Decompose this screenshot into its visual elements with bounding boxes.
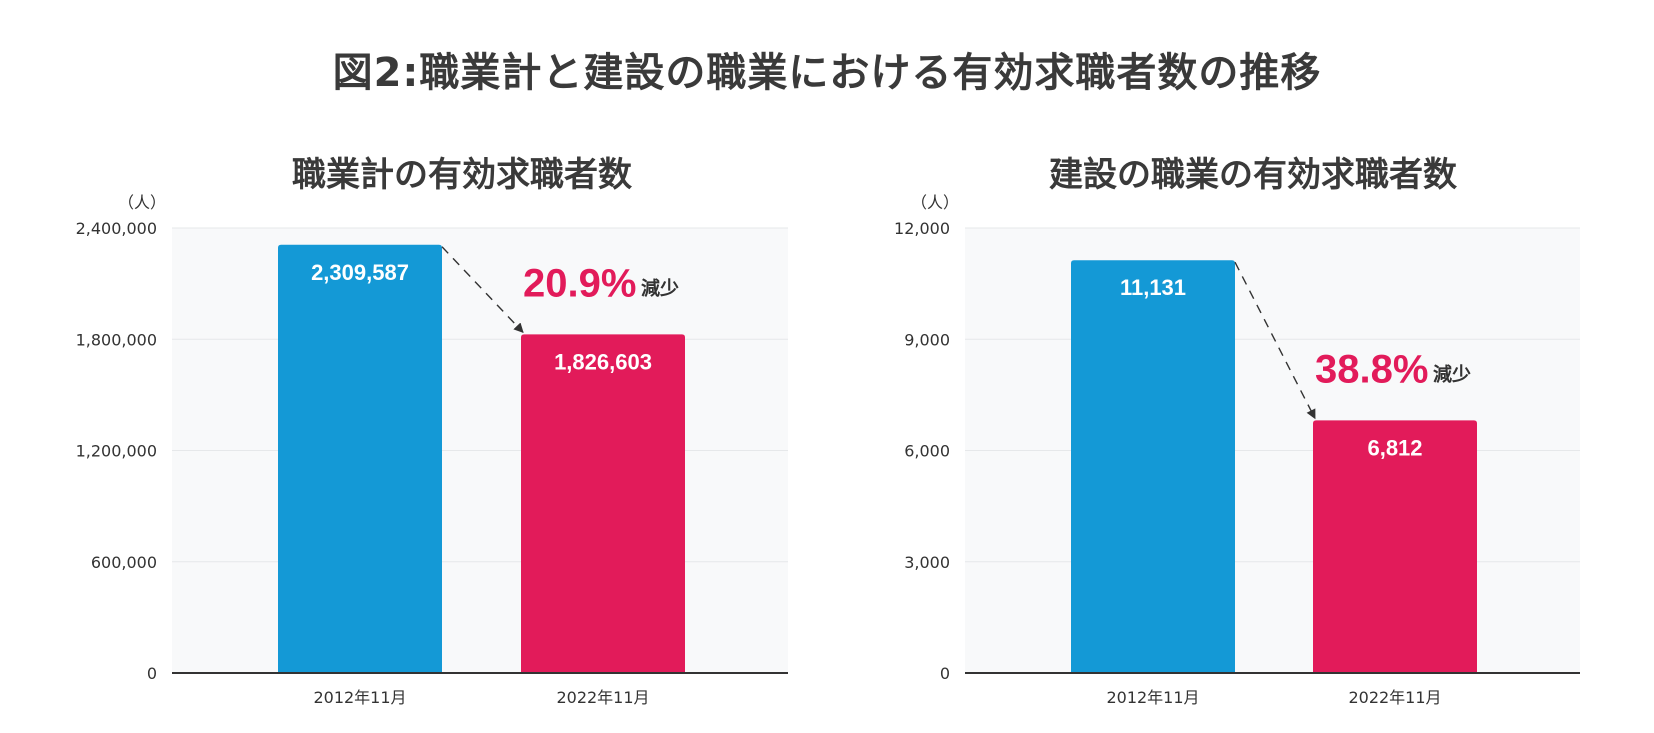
bar-value-label: 2,309,587 <box>311 260 409 285</box>
y-tick-label: 0 <box>147 664 157 683</box>
chart-title: 職業計の有効求職者数 <box>292 155 632 195</box>
y-tick-label: 600,000 <box>91 553 157 572</box>
y-tick-label: 1,800,000 <box>76 330 157 349</box>
main-title: 図2:職業計と建設の職業における有効求職者数の推移 <box>332 50 1322 96</box>
decrease-arrow <box>441 246 524 334</box>
decrease-arrow <box>1234 261 1316 420</box>
bar-value-label: 11,131 <box>1120 275 1186 300</box>
y-tick-label: 3,000 <box>904 553 950 572</box>
chart-1: 職業計の有効求職者数 （人） 0 600,000 1,200,000 1,800,000 2… <box>76 155 788 707</box>
y-tick-label: 9,000 <box>904 330 950 349</box>
bar <box>521 334 685 673</box>
y-tick-label: 12,000 <box>894 219 950 238</box>
chart-2: 建設の職業の有効求職者数 （人） 0 3,000 6,000 9,000 12,000 11,… <box>894 155 1580 707</box>
x-tick-label: 2012年11月 <box>1106 688 1199 707</box>
y-unit-label: （人） <box>911 193 959 212</box>
y-tick-label: 0 <box>940 664 950 683</box>
y-unit-label: （人） <box>118 193 166 212</box>
bar <box>278 244 442 673</box>
x-tick-label: 2022年11月 <box>1348 688 1441 707</box>
decrease-percent: 20.9% <box>523 261 636 305</box>
bar <box>1313 420 1477 673</box>
y-tick-label: 6,000 <box>904 442 950 461</box>
bar-value-label: 6,812 <box>1367 435 1422 460</box>
y-tick-label: 2,400,000 <box>76 219 157 238</box>
y-tick-label: 1,200,000 <box>76 442 157 461</box>
decrease-label: 減少 <box>641 276 679 299</box>
decrease-label: 減少 <box>1433 362 1471 385</box>
decrease-percent: 38.8% <box>1315 347 1428 391</box>
chart-title: 建設の職業の有効求職者数 <box>1049 155 1457 195</box>
x-tick-label: 2022年11月 <box>556 688 649 707</box>
x-tick-label: 2012年11月 <box>313 688 406 707</box>
bar-value-label: 1,826,603 <box>554 349 652 374</box>
bar <box>1071 260 1235 673</box>
